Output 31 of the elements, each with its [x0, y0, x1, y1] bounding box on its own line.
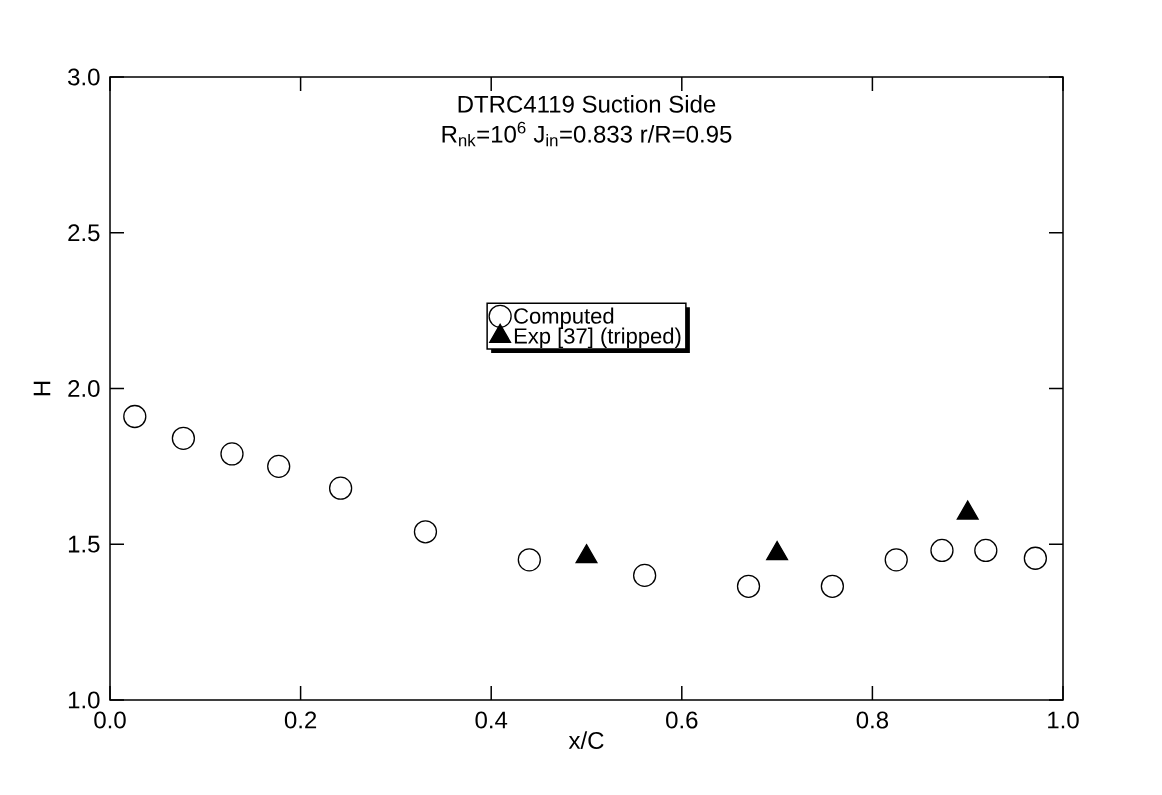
- x-axis-title: x/C: [568, 731, 604, 749]
- y-tick-label: 2.5: [68, 224, 100, 242]
- point: [632, 563, 657, 588]
- legend-label: Computed: [514, 307, 614, 329]
- point: [413, 520, 438, 544]
- y-tick-label: 1.5: [68, 535, 100, 553]
- point: [736, 574, 761, 598]
- point: [328, 476, 353, 500]
- legend-label: Exp [37] (tripped): [514, 327, 681, 349]
- point: [820, 574, 845, 598]
- point: [1023, 546, 1048, 570]
- point: [517, 548, 541, 572]
- y-axis-title: H: [33, 381, 51, 396]
- point: [220, 442, 244, 466]
- y-tick-label: 2.0: [68, 380, 100, 397]
- x-tick-label: 0.0: [94, 711, 126, 729]
- text: R$_{nk}$=10$^{6}$ J$_{in}$=0.833 r/R=0.95: [442, 121, 732, 147]
- x-tick-label: 0.4: [475, 711, 508, 729]
- y-tick-label: 3.0: [68, 68, 100, 86]
- point: [884, 548, 908, 572]
- x-tick-label: 0.6: [666, 711, 698, 729]
- point: [974, 538, 998, 563]
- x-tick-label: 1.0: [1048, 711, 1079, 729]
- x-tick-label: 0.8: [856, 711, 889, 729]
- x-tick-label: 0.2: [284, 711, 317, 729]
- point: [267, 454, 291, 479]
- point: [123, 404, 147, 429]
- text: DTRC4119 Suction Side: [458, 95, 716, 113]
- y-tick-label: 1.0: [68, 691, 100, 709]
- point: [171, 426, 196, 450]
- point: [930, 538, 954, 563]
